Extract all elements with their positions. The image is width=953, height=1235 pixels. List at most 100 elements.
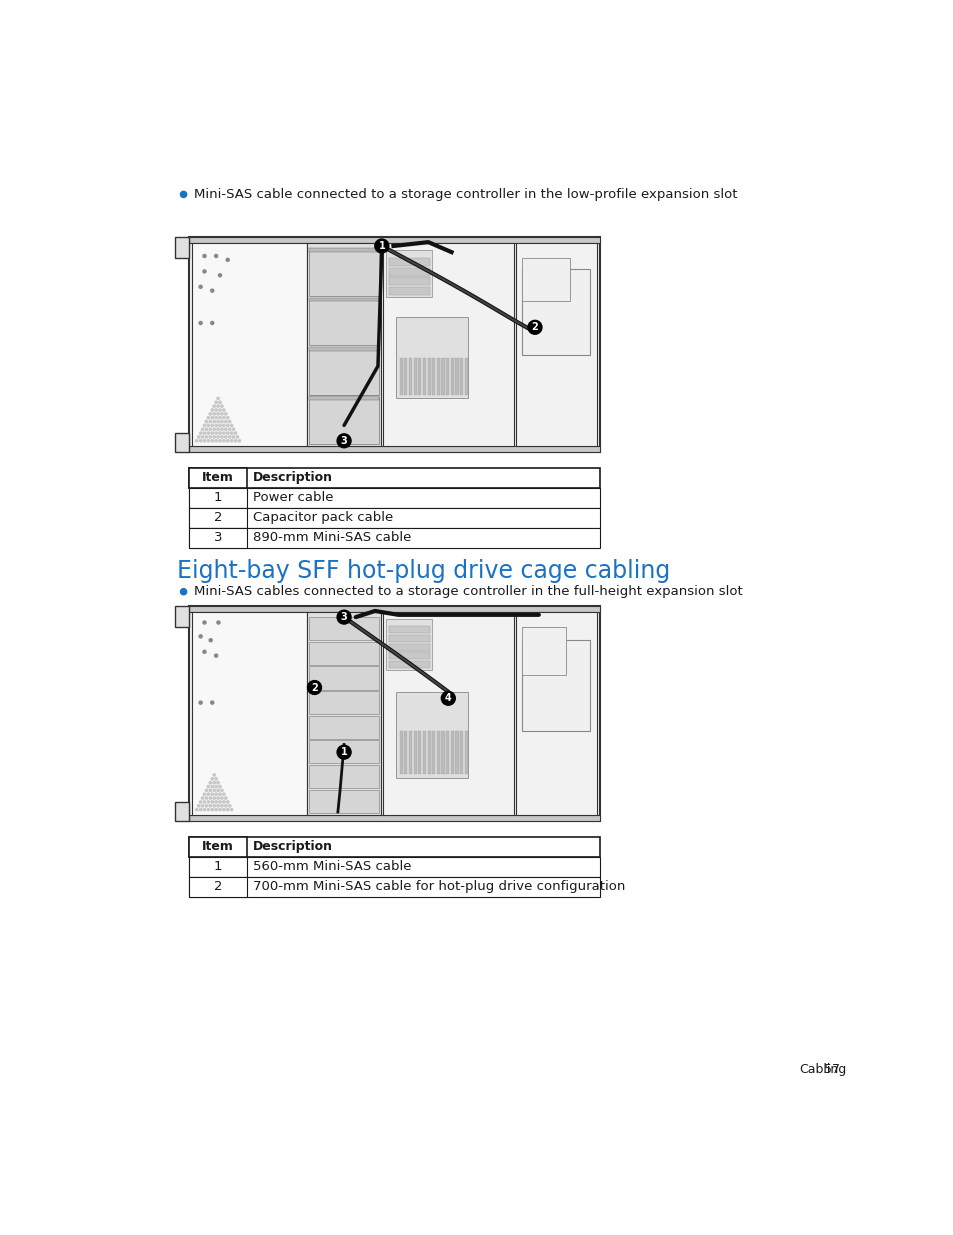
Bar xyxy=(450,358,454,395)
Bar xyxy=(459,358,462,395)
Circle shape xyxy=(209,436,212,438)
Bar xyxy=(399,731,402,774)
Circle shape xyxy=(209,782,212,784)
Circle shape xyxy=(229,429,231,431)
Bar xyxy=(174,433,189,452)
Circle shape xyxy=(227,809,229,811)
Bar xyxy=(404,731,407,774)
Text: Description: Description xyxy=(253,840,333,853)
Circle shape xyxy=(307,680,321,694)
Text: Eight-bay SFF hot-plug drive cage cabling: Eight-bay SFF hot-plug drive cage cablin… xyxy=(177,559,670,583)
Bar xyxy=(382,611,514,815)
Bar xyxy=(515,243,596,446)
Circle shape xyxy=(229,420,231,422)
Bar xyxy=(389,652,430,659)
Circle shape xyxy=(211,800,213,803)
Circle shape xyxy=(207,809,210,811)
Bar xyxy=(309,789,378,813)
Bar xyxy=(189,815,599,821)
Circle shape xyxy=(211,425,213,426)
Circle shape xyxy=(211,416,213,419)
Circle shape xyxy=(216,797,219,799)
Bar xyxy=(386,249,432,298)
Circle shape xyxy=(203,440,206,442)
Circle shape xyxy=(213,782,215,784)
Circle shape xyxy=(220,412,223,415)
Circle shape xyxy=(214,440,217,442)
Circle shape xyxy=(218,800,221,803)
Circle shape xyxy=(209,797,212,799)
Text: Item: Item xyxy=(202,840,233,853)
Circle shape xyxy=(441,692,455,705)
Circle shape xyxy=(218,416,221,419)
Circle shape xyxy=(224,420,227,422)
Bar xyxy=(386,619,432,671)
Bar xyxy=(174,237,189,258)
Text: 3: 3 xyxy=(213,531,222,545)
Circle shape xyxy=(203,793,206,795)
Circle shape xyxy=(209,420,212,422)
Bar xyxy=(309,716,378,739)
Bar xyxy=(309,396,378,443)
Text: Power cable: Power cable xyxy=(253,492,333,504)
Circle shape xyxy=(227,425,229,426)
Circle shape xyxy=(205,789,208,792)
Bar xyxy=(422,731,426,774)
Bar xyxy=(382,243,514,446)
Bar xyxy=(309,764,378,788)
Circle shape xyxy=(227,416,229,419)
Bar xyxy=(417,731,421,774)
Circle shape xyxy=(197,436,199,438)
Text: Capacitor pack cable: Capacitor pack cable xyxy=(253,511,393,525)
Circle shape xyxy=(218,274,221,277)
Circle shape xyxy=(222,800,225,803)
Circle shape xyxy=(214,785,217,788)
Bar xyxy=(309,347,378,351)
Circle shape xyxy=(226,258,229,262)
Circle shape xyxy=(224,429,227,431)
Circle shape xyxy=(238,440,240,442)
Bar xyxy=(189,877,246,897)
Bar xyxy=(189,527,246,548)
Circle shape xyxy=(209,638,212,642)
Bar xyxy=(189,836,599,857)
Circle shape xyxy=(220,405,223,408)
Circle shape xyxy=(220,436,223,438)
Circle shape xyxy=(207,416,210,419)
Circle shape xyxy=(207,425,210,426)
Circle shape xyxy=(205,429,208,431)
Circle shape xyxy=(214,809,217,811)
Circle shape xyxy=(214,778,217,781)
Circle shape xyxy=(199,635,202,638)
Bar xyxy=(309,299,378,346)
Circle shape xyxy=(222,416,225,419)
Circle shape xyxy=(218,440,221,442)
Text: 1: 1 xyxy=(340,747,347,757)
Circle shape xyxy=(220,789,223,792)
Bar xyxy=(189,508,599,527)
Circle shape xyxy=(213,789,215,792)
Circle shape xyxy=(214,254,217,258)
Circle shape xyxy=(213,405,215,408)
Circle shape xyxy=(218,793,221,795)
Circle shape xyxy=(216,405,219,408)
Bar xyxy=(389,278,430,285)
Circle shape xyxy=(213,420,215,422)
Circle shape xyxy=(199,321,202,325)
Circle shape xyxy=(216,420,219,422)
Bar xyxy=(427,731,430,774)
Circle shape xyxy=(233,429,234,431)
Circle shape xyxy=(234,432,236,435)
Circle shape xyxy=(203,432,206,435)
Bar xyxy=(189,237,599,452)
Bar xyxy=(521,640,590,731)
Circle shape xyxy=(216,429,219,431)
Bar xyxy=(189,605,599,611)
Circle shape xyxy=(211,409,213,411)
Circle shape xyxy=(220,420,223,422)
Bar xyxy=(189,836,246,857)
Bar xyxy=(414,358,416,395)
Circle shape xyxy=(218,425,221,426)
Circle shape xyxy=(211,289,213,293)
Bar xyxy=(309,396,378,400)
